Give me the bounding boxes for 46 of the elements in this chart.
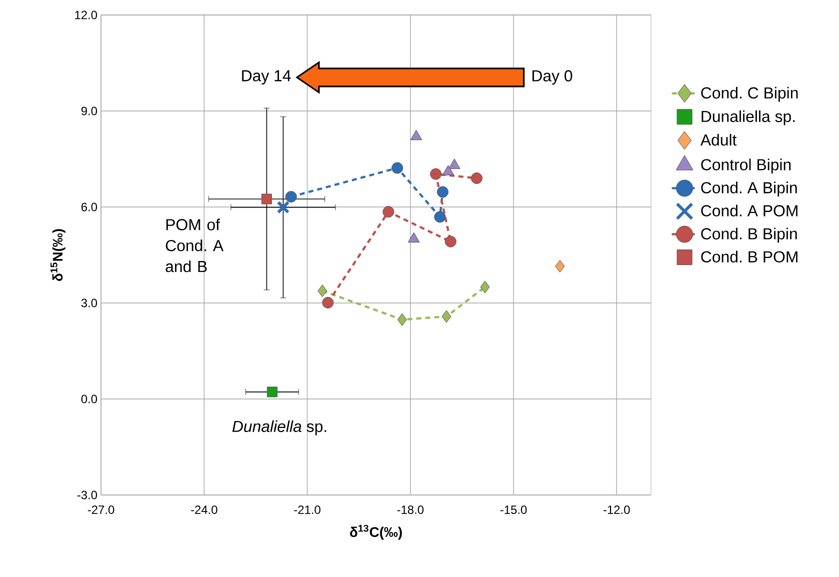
y-axis-title: δ$^{15}$N(‰)	[50, 229, 66, 281]
point	[322, 296, 334, 308]
annotation: Day 14	[242, 70, 291, 85]
point	[442, 165, 454, 176]
legend-label: Adult	[700, 134, 737, 146]
annotation: Dunaliella sp.	[232, 420, 326, 436]
legend-label: Cond. A POM	[701, 204, 798, 216]
legend-label: Control Bipin	[701, 158, 791, 174]
y-tick-label: 12.0	[75, 10, 98, 20]
point	[382, 206, 394, 218]
point	[444, 236, 456, 248]
legend-label: Cond. B Bipin	[701, 228, 797, 243]
x-tick-label: -24.0	[191, 506, 218, 514]
point	[285, 191, 297, 203]
x-tick-label: -21.0	[294, 506, 320, 514]
legend-label: Cond. B POM	[701, 250, 798, 262]
x-tick-label: -15.0	[500, 506, 527, 514]
x-tick-label: -27.0	[88, 506, 114, 514]
x-axis-title: δ$^{13}$C(‰)	[350, 524, 402, 540]
annotation: Day 0	[532, 70, 572, 85]
point	[442, 310, 452, 323]
point	[266, 386, 278, 398]
legend-label: Cond. A Bipin	[701, 182, 797, 197]
point	[276, 200, 290, 214]
point	[397, 313, 407, 326]
y-tick-label: -3.0	[77, 490, 98, 500]
point	[448, 158, 460, 169]
point	[480, 280, 490, 294]
point	[410, 130, 422, 140]
x-tick-label: -12.0	[604, 506, 630, 514]
annotation: POM of Cond. A and B	[166, 218, 224, 272]
point	[434, 211, 446, 223]
y-tick-label: 6.0	[81, 202, 98, 212]
legend-label: Cond. C Bipin	[701, 86, 798, 102]
point	[392, 162, 404, 174]
point	[555, 260, 565, 272]
point	[261, 194, 272, 204]
y-tick-label: 9.0	[81, 106, 98, 116]
point	[436, 186, 448, 198]
point	[318, 284, 328, 298]
point	[430, 168, 442, 180]
legend-label: Dunaliella sp.	[702, 110, 795, 126]
point	[470, 172, 482, 184]
x-tick-label: -18.0	[397, 506, 424, 514]
y-tick-label: 0.0	[81, 394, 98, 404]
y-tick-label: 3.0	[81, 298, 98, 308]
